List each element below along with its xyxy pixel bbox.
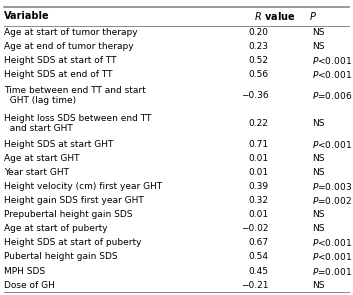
Text: NS: NS: [312, 154, 325, 163]
Text: 0.22: 0.22: [249, 119, 268, 128]
Text: Height loss SDS between end TT
  and start GHT: Height loss SDS between end TT and start…: [4, 114, 151, 133]
Text: $\mathbf{\mathit{R}}$ value: $\mathbf{\mathit{R}}$ value: [254, 11, 296, 22]
Text: NS: NS: [312, 168, 325, 177]
Text: 0.01: 0.01: [248, 154, 268, 163]
Text: 0.45: 0.45: [248, 266, 268, 276]
Text: $\mathit{P}$=0.001: $\mathit{P}$=0.001: [312, 266, 352, 276]
Text: NS: NS: [312, 224, 325, 233]
Text: MPH SDS: MPH SDS: [4, 266, 46, 276]
Text: Height SDS at end of TT: Height SDS at end of TT: [4, 70, 113, 79]
Text: NS: NS: [312, 281, 325, 289]
Text: Age at start of puberty: Age at start of puberty: [4, 224, 108, 233]
Text: 0.01: 0.01: [248, 210, 268, 219]
Text: 0.56: 0.56: [248, 70, 268, 79]
Text: 0.52: 0.52: [248, 56, 268, 65]
Text: Dose of GH: Dose of GH: [4, 281, 55, 289]
Text: Time between end TT and start
  GHT (lag time): Time between end TT and start GHT (lag t…: [4, 86, 146, 105]
Text: Age at start GHT: Age at start GHT: [4, 154, 80, 163]
Text: Height SDS at start of puberty: Height SDS at start of puberty: [4, 238, 142, 248]
Text: Height SDS at start of TT: Height SDS at start of TT: [4, 56, 117, 65]
Text: Variable: Variable: [4, 12, 50, 22]
Text: $\mathit{P}$=0.002: $\mathit{P}$=0.002: [312, 195, 352, 206]
Text: $\mathit{P}$=0.006: $\mathit{P}$=0.006: [312, 90, 353, 101]
Text: NS: NS: [312, 119, 325, 128]
Text: 0.54: 0.54: [248, 253, 268, 261]
Text: $\mathit{P}$<0.001: $\mathit{P}$<0.001: [312, 55, 352, 66]
Text: $\mathit{P}$<0.001: $\mathit{P}$<0.001: [312, 69, 352, 80]
Text: Height velocity (cm) first year GHT: Height velocity (cm) first year GHT: [4, 182, 162, 191]
Text: NS: NS: [312, 28, 325, 37]
Text: Age at end of tumor therapy: Age at end of tumor therapy: [4, 42, 134, 51]
Text: −0.02: −0.02: [241, 224, 268, 233]
Text: $\mathit{P}$<0.001: $\mathit{P}$<0.001: [312, 252, 352, 263]
Text: −0.21: −0.21: [241, 281, 268, 289]
Text: Year start GHT: Year start GHT: [4, 168, 69, 177]
Text: NS: NS: [312, 210, 325, 219]
Text: 0.32: 0.32: [248, 196, 268, 205]
Text: −0.36: −0.36: [241, 91, 268, 100]
Text: 0.71: 0.71: [248, 140, 268, 149]
Text: 0.20: 0.20: [248, 28, 268, 37]
Text: 0.23: 0.23: [248, 42, 268, 51]
Text: Age at start of tumor therapy: Age at start of tumor therapy: [4, 28, 138, 37]
Text: $\mathit{P}$<0.001: $\mathit{P}$<0.001: [312, 237, 352, 248]
Text: $\mathbf{\mathit{P}}$: $\mathbf{\mathit{P}}$: [309, 11, 317, 22]
Text: $\mathit{P}$<0.001: $\mathit{P}$<0.001: [312, 139, 352, 150]
Text: NS: NS: [312, 42, 325, 51]
Text: 0.39: 0.39: [248, 182, 268, 191]
Text: Height SDS at start GHT: Height SDS at start GHT: [4, 140, 114, 149]
Text: 0.67: 0.67: [248, 238, 268, 248]
Text: Height gain SDS first year GHT: Height gain SDS first year GHT: [4, 196, 144, 205]
Text: 0.01: 0.01: [248, 168, 268, 177]
Text: Pubertal height gain SDS: Pubertal height gain SDS: [4, 253, 118, 261]
Text: Prepubertal height gain SDS: Prepubertal height gain SDS: [4, 210, 133, 219]
Text: $\mathit{P}$=0.003: $\mathit{P}$=0.003: [312, 181, 352, 192]
